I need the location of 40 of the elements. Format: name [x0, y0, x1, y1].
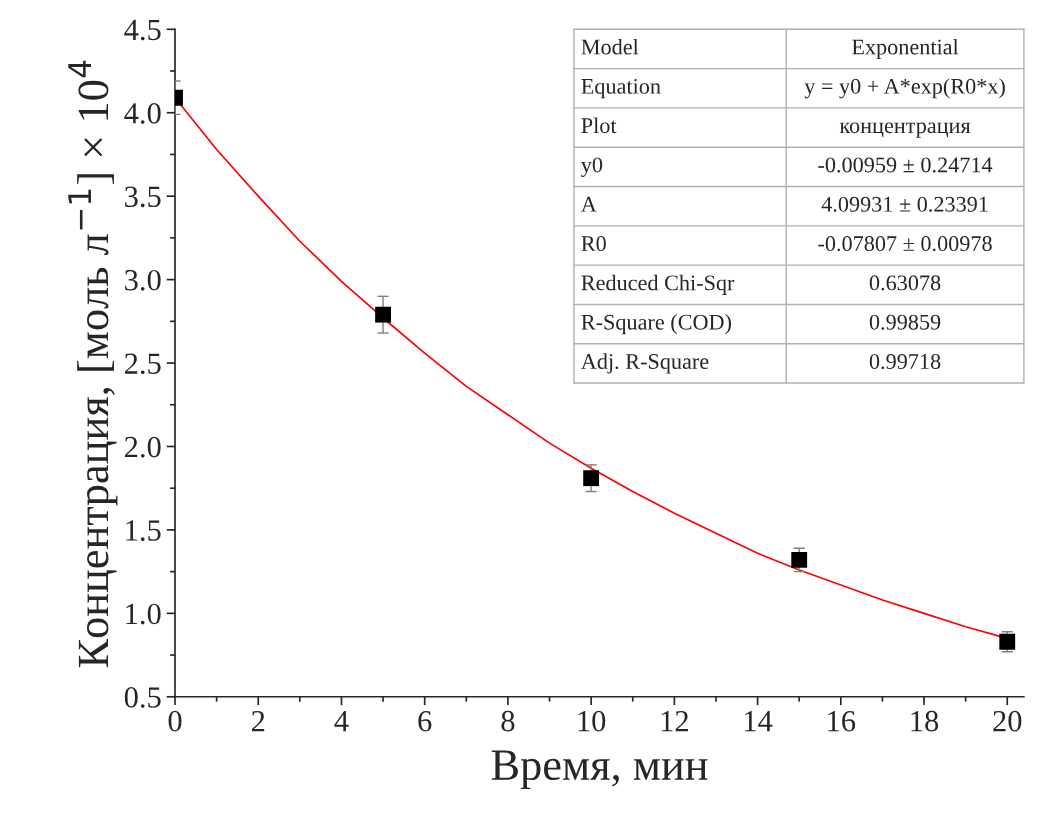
y-tick-label: 0.5: [124, 687, 161, 708]
x-tick-label: 6: [418, 710, 432, 732]
x-axis-title: Время, мин: [491, 750, 708, 790]
y-axis-title: Концентрация, [моль л$^{−1}$] × 10$^{4}$: [68, 60, 118, 668]
x-tick-label: 18: [911, 710, 939, 732]
annotation: y = y0 + A*exp(R0*x): [804, 78, 1005, 99]
annotation: R-Square (COD): [581, 314, 732, 335]
annotation: 4.09931 ± 0.23391: [821, 196, 988, 212]
x-tick-label: 4: [334, 711, 349, 732]
y-tick-label: 2.0: [124, 436, 161, 458]
y-tick-label: 1.5: [126, 520, 161, 541]
x-tick-label: 10: [578, 710, 606, 732]
annotation: Model: [581, 38, 639, 55]
x-tick-label: 16: [828, 710, 856, 732]
annotation: Exponential: [852, 38, 959, 60]
x-tick-label: 12: [661, 710, 688, 732]
x-tick-label: 8: [501, 710, 515, 732]
annotation: 0.99718: [869, 353, 941, 370]
annotation: Equation: [581, 78, 661, 99]
annotation: Adj. R-Square: [581, 353, 709, 374]
annotation: -0.00959 ± 0.24714: [818, 157, 993, 173]
annotation: A: [581, 196, 597, 212]
annotation: R0: [581, 236, 606, 252]
annotation: Reduced Chi-Sqr: [581, 274, 735, 295]
x-tick-label: 0: [168, 710, 182, 732]
annotation: концентрация: [839, 122, 971, 138]
x-tick-label: 2: [251, 710, 265, 732]
x-tick-label: 14: [744, 711, 773, 732]
y-tick-label: 4.5: [124, 19, 161, 41]
x-tick-label: 20: [993, 710, 1022, 732]
y-tick-label: 1.0: [126, 603, 161, 625]
y-tick-label: 3.5: [125, 186, 161, 208]
annotation: 0.99859: [869, 314, 941, 330]
annotation: y0: [581, 157, 603, 177]
y-tick-label: 2.5: [124, 353, 161, 375]
annotation: -0.07807 ± 0.00978: [818, 236, 992, 252]
y-tick-label: 3.0: [125, 269, 161, 291]
annotation: 0.63078: [869, 275, 941, 291]
annotation: Plot: [581, 117, 617, 134]
y-tick-label: 4.0: [124, 103, 161, 124]
